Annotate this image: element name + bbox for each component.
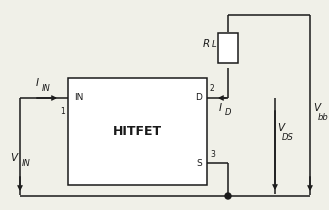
Bar (68, 78, 207, 185)
Bar (218, 33, 238, 63)
Text: 1: 1 (60, 107, 65, 116)
Text: V: V (277, 123, 284, 133)
Text: bb: bb (318, 113, 329, 122)
Text: DS: DS (282, 133, 294, 142)
Text: HITFET: HITFET (113, 125, 162, 138)
Circle shape (225, 193, 231, 199)
Text: IN: IN (42, 84, 51, 93)
Text: V: V (10, 153, 17, 163)
Text: L: L (211, 40, 216, 49)
Text: D: D (225, 108, 232, 117)
Text: IN: IN (74, 93, 83, 102)
Text: R: R (203, 39, 210, 49)
Text: 2: 2 (210, 84, 215, 93)
Text: 3: 3 (210, 150, 215, 159)
Text: I: I (36, 78, 39, 88)
Text: S: S (196, 159, 202, 168)
Text: I: I (219, 103, 222, 113)
Text: D: D (195, 93, 202, 102)
Text: IN: IN (22, 159, 31, 168)
Text: V: V (313, 103, 320, 113)
